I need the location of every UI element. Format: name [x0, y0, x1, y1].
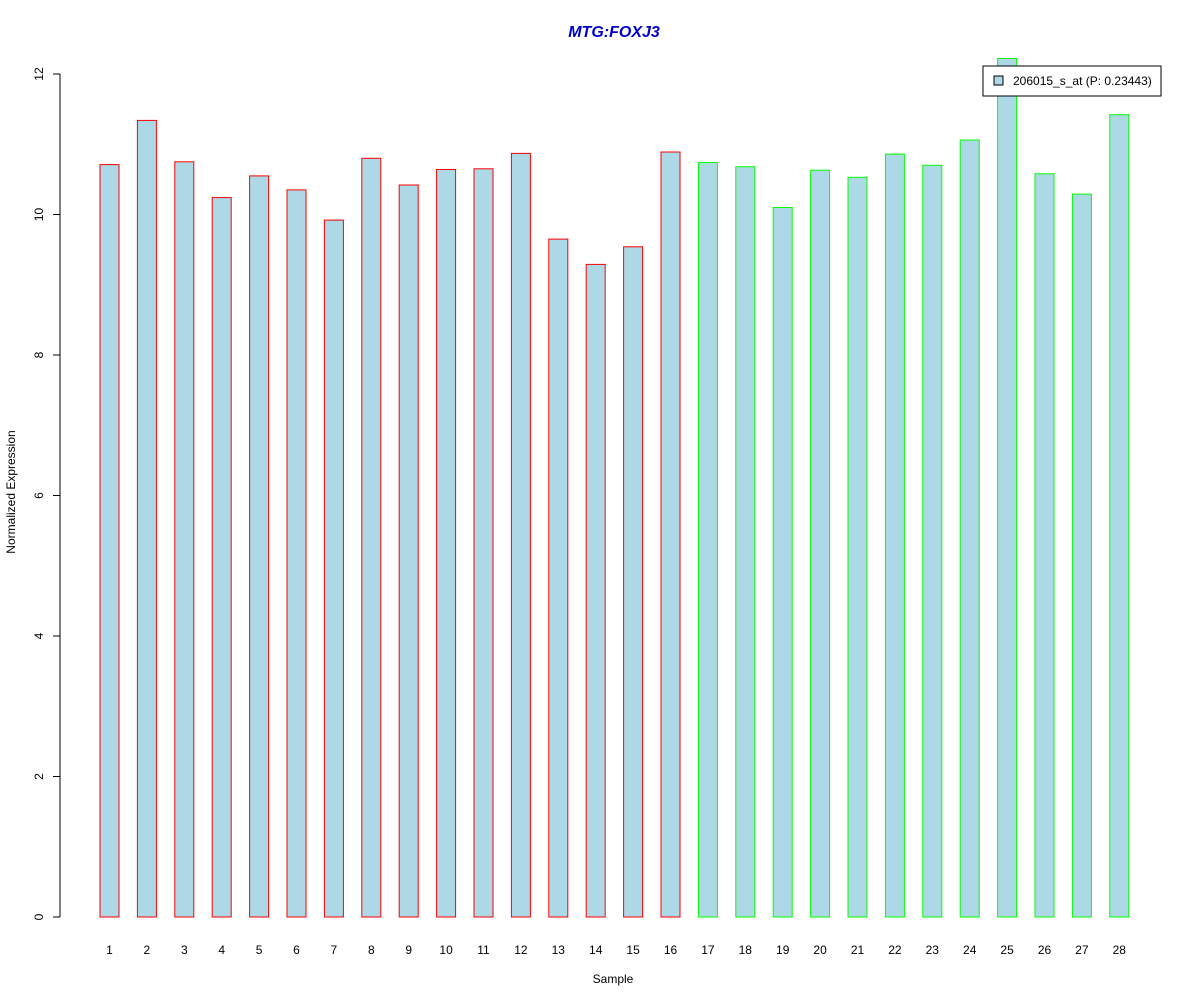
- y-tick-label: 2: [32, 773, 46, 780]
- bars-group: [99, 58, 1130, 918]
- y-tick-label: 8: [32, 351, 46, 358]
- bar-sample-14: [585, 263, 606, 918]
- bar-sample-26: [1034, 173, 1055, 918]
- x-tick-label: 3: [181, 943, 188, 957]
- bar-sample-4: [211, 197, 232, 918]
- bar-sample-22: [884, 153, 905, 918]
- x-tick-label: 14: [589, 943, 603, 957]
- y-tick-label: 6: [32, 492, 46, 499]
- x-tick-label: 28: [1113, 943, 1127, 957]
- bar-sample-11: [473, 168, 494, 918]
- y-tick-label: 12: [32, 67, 46, 81]
- x-tick-label: 27: [1075, 943, 1089, 957]
- legend-swatch: [993, 75, 1004, 86]
- x-tick-label: 17: [701, 943, 715, 957]
- x-tick-label: 2: [144, 943, 151, 957]
- x-tick-label: 8: [368, 943, 375, 957]
- bar-sample-20: [810, 169, 831, 918]
- x-tick-label: 22: [888, 943, 902, 957]
- y-axis-label: Normalized Expression: [4, 430, 18, 553]
- bar-sample-25: [997, 58, 1018, 918]
- bar-sample-13: [548, 238, 569, 918]
- bar-sample-8: [361, 157, 382, 918]
- x-tick-label: 9: [405, 943, 412, 957]
- x-tick-label: 20: [813, 943, 827, 957]
- x-tick-label: 12: [514, 943, 528, 957]
- x-tick-label: 24: [963, 943, 977, 957]
- bar-sample-21: [847, 176, 868, 918]
- bar-sample-7: [323, 219, 344, 918]
- bar-sample-18: [735, 166, 756, 918]
- bar-sample-15: [623, 246, 644, 918]
- x-tick-label: 7: [331, 943, 338, 957]
- x-tick-label: 19: [776, 943, 790, 957]
- bar-sample-10: [436, 169, 457, 918]
- bar-sample-9: [398, 184, 419, 918]
- x-tick-label: 13: [552, 943, 566, 957]
- x-tick-label: 6: [293, 943, 300, 957]
- bar-sample-17: [697, 162, 718, 918]
- x-tick-label: 25: [1000, 943, 1014, 957]
- bar-sample-3: [174, 161, 195, 918]
- y-axis: 0 2 4 6 8 10 12: [32, 67, 61, 920]
- x-tick-label: 10: [439, 943, 453, 957]
- x-tick-label: 11: [477, 943, 490, 957]
- bar-sample-6: [286, 189, 307, 918]
- legend-box: [982, 65, 1162, 97]
- x-tick-label: 15: [626, 943, 640, 957]
- bar-sample-24: [959, 139, 980, 918]
- bar-sample-5: [249, 175, 270, 918]
- y-tick-label: 4: [32, 632, 46, 639]
- chart-title: MTG:FOXJ3: [568, 24, 660, 41]
- bar-sample-27: [1071, 193, 1092, 918]
- bar-sample-2: [136, 119, 157, 918]
- bar-sample-23: [922, 164, 943, 918]
- x-tick-label: 18: [739, 943, 753, 957]
- bar-sample-12: [510, 152, 531, 918]
- x-tick-label: 21: [851, 943, 865, 957]
- legend: 206015_s_at (P: 0.23443): [982, 65, 1162, 97]
- y-tick-label: 0: [32, 913, 46, 920]
- bar-sample-16: [660, 151, 681, 918]
- legend-label: 206015_s_at (P: 0.23443): [1013, 74, 1152, 88]
- x-tick-label: 1: [106, 943, 113, 957]
- bar-sample-28: [1109, 114, 1130, 918]
- x-tick-label: 4: [218, 943, 225, 957]
- x-tick-label: 26: [1038, 943, 1052, 957]
- x-axis-label: Sample: [593, 972, 634, 986]
- y-tick-label: 10: [32, 208, 46, 222]
- bar-sample-1: [99, 164, 120, 918]
- bar-sample-19: [772, 207, 793, 918]
- x-tick-label: 16: [664, 943, 678, 957]
- x-tick-label: 23: [926, 943, 940, 957]
- x-tick-label: 5: [256, 943, 263, 957]
- x-axis: 1 2 3 4 5 6 7 8 9 10 11 12 13 14 15 16 17 18 19 20 21 22 23 24 2…: [106, 943, 1126, 957]
